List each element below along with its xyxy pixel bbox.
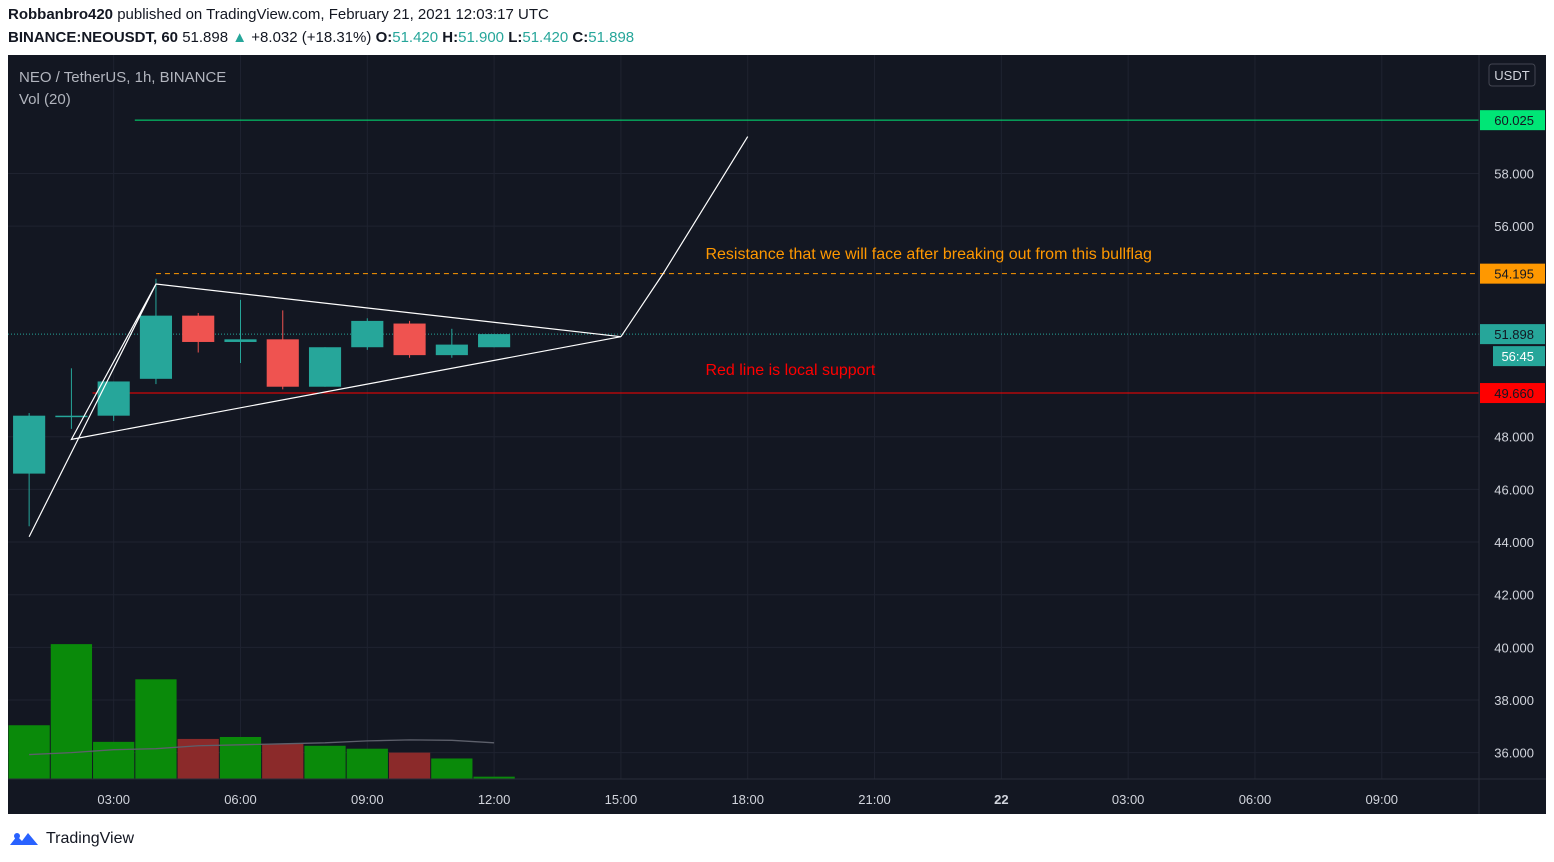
- volume-bar: [93, 741, 135, 779]
- annotation-text: Red line is local support: [705, 362, 875, 379]
- change-text: +8.032 (+18.31%): [251, 29, 372, 46]
- high-label: H:: [442, 29, 459, 46]
- volume-bar: [304, 745, 346, 779]
- candle-body: [55, 415, 88, 418]
- y-tick-label: 44.000: [1494, 535, 1534, 550]
- volume-bar: [346, 748, 388, 779]
- volume-bar: [262, 743, 304, 779]
- close-value: 51.898: [588, 29, 635, 46]
- volume-bar: [8, 725, 50, 779]
- candle-body: [139, 315, 173, 379]
- published-line: Robbanbro420 published on TradingView.co…: [8, 6, 549, 23]
- last-price-tag: 51.898: [1494, 327, 1534, 342]
- x-tick-label: 22: [994, 792, 1008, 807]
- y-tick-label: 40.000: [1494, 640, 1534, 655]
- x-tick-label: 09:00: [351, 792, 384, 807]
- candle-body: [13, 415, 46, 474]
- volume-bar: [431, 758, 473, 779]
- open-label: O:: [375, 29, 393, 46]
- chart-legend: NEO / TetherUS, 1h, BINANCE Vol (20): [19, 67, 226, 111]
- author-name[interactable]: Robbanbro420: [8, 6, 114, 23]
- candle-body: [478, 334, 511, 348]
- candle-body: [182, 315, 215, 342]
- chart-panel[interactable]: Resistance that we will face after break…: [8, 55, 1546, 814]
- trend-drawing: [620, 136, 749, 338]
- x-tick-label: 12:00: [478, 792, 511, 807]
- volume-bar: [219, 736, 262, 779]
- low-label: L:: [508, 29, 523, 46]
- countdown-bg: [1493, 346, 1545, 367]
- chart-background: [8, 55, 1546, 814]
- candle-body: [224, 339, 257, 342]
- volume-bar: [135, 679, 177, 779]
- y-tick-label: 48.000: [1494, 430, 1534, 445]
- x-tick-label: 06:00: [1239, 792, 1272, 807]
- unit-label: USDT: [1494, 68, 1529, 83]
- open-value: 51.420: [392, 29, 439, 46]
- x-tick-label: 03:00: [1112, 792, 1145, 807]
- close-label: C:: [572, 29, 589, 46]
- last-price-text: 51.898: [182, 29, 229, 46]
- level-price-tag-bg: [1480, 110, 1545, 131]
- symbol-interval: BINANCE:NEOUSDT, 60: [8, 29, 179, 46]
- y-tick-label: 36.000: [1494, 746, 1534, 761]
- level-price-tag-bg: [1480, 383, 1545, 404]
- volume-bar: [50, 644, 93, 779]
- last-price-tag-bg: [1480, 324, 1545, 345]
- candle-body: [97, 381, 130, 416]
- level-price-tag: 54.195: [1494, 267, 1534, 282]
- candle-body: [393, 323, 426, 356]
- level-price-tag: 60.025: [1494, 113, 1534, 128]
- volume-bar: [473, 776, 515, 779]
- volume-ma-line: [29, 739, 495, 756]
- x-tick-label: 21:00: [858, 792, 891, 807]
- x-tick-label: 18:00: [731, 792, 764, 807]
- candle-body: [308, 347, 342, 387]
- published-text: published on TradingView.com, February 2…: [117, 6, 549, 23]
- y-tick-label: 58.000: [1494, 166, 1534, 181]
- price-chart[interactable]: Resistance that we will face after break…: [8, 55, 1546, 814]
- x-tick-label: 06:00: [224, 792, 257, 807]
- y-tick-label: 46.000: [1494, 482, 1534, 497]
- x-tick-label: 09:00: [1366, 792, 1399, 807]
- legend-volume[interactable]: Vol (20): [19, 91, 71, 108]
- x-tick-label: 15:00: [605, 792, 638, 807]
- legend-title[interactable]: NEO / TetherUS, 1h, BINANCE: [19, 69, 227, 86]
- y-tick-label: 42.000: [1494, 588, 1534, 603]
- level-price-tag: 49.660: [1494, 386, 1534, 401]
- high-value: 51.900: [458, 29, 505, 46]
- countdown-tag: 56:45: [1501, 349, 1534, 364]
- footer-brand[interactable]: TradingView: [46, 830, 135, 847]
- footer: TradingView: [8, 828, 134, 850]
- candle-body: [351, 320, 384, 348]
- tradingview-logo-icon[interactable]: [8, 829, 40, 849]
- quote-line: BINANCE:NEOUSDT, 60 51.898 ▲ +8.032 (+18…: [8, 29, 634, 46]
- annotation-text: Resistance that we will face after break…: [705, 246, 1151, 263]
- low-value: 51.420: [522, 29, 569, 46]
- y-tick-label: 38.000: [1494, 693, 1534, 708]
- candle-body: [266, 339, 299, 387]
- unit-box: [1488, 63, 1536, 87]
- candle-body: [435, 344, 468, 356]
- up-arrow-icon: ▲: [232, 29, 248, 46]
- level-price-tag-bg: [1480, 263, 1545, 284]
- y-tick-label: 56.000: [1494, 219, 1534, 234]
- x-tick-label: 03:00: [97, 792, 130, 807]
- volume-bar: [388, 752, 431, 779]
